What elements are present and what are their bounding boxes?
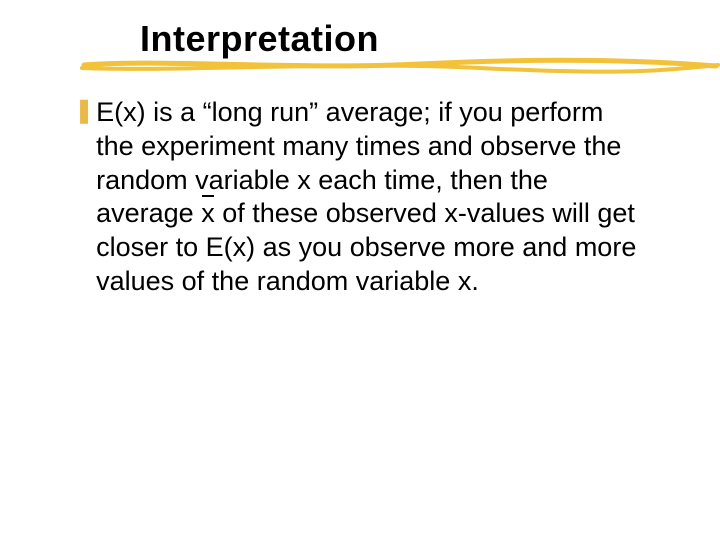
bullet-icon: ❚: [74, 96, 94, 126]
underline-stroke-1: [84, 60, 716, 66]
body-text: E(x) is a “long run” average; if you per…: [96, 96, 640, 299]
body-block: ❚ E(x) is a “long run” average; if you p…: [74, 96, 640, 299]
title-block: Interpretation: [140, 18, 700, 60]
bullet-item: ❚ E(x) is a “long run” average; if you p…: [74, 96, 640, 299]
underline-stroke-2: [82, 65, 718, 72]
x-bar-symbol: x: [201, 197, 215, 231]
slide-title: Interpretation: [140, 18, 700, 60]
slide: Interpretation ❚ E(x) is a “long run” av…: [0, 0, 720, 540]
